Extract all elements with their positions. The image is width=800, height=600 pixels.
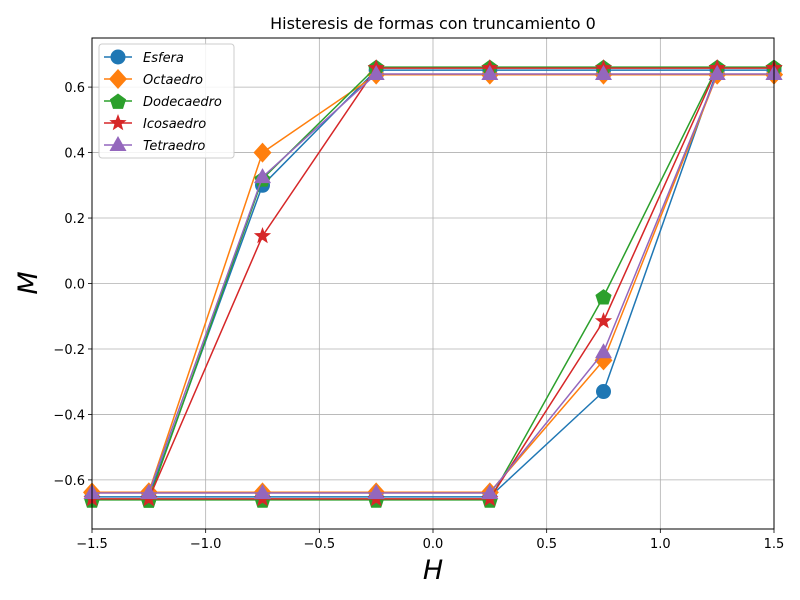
legend: Esfera Octaedro Dodecaedro Icosaedro Tetraed… — [98, 43, 235, 159]
x-axis-label: H — [423, 555, 443, 586]
y-tick-label: −0.2 — [53, 343, 85, 358]
y-tick-label: 0.0 — [64, 278, 85, 293]
legend-marker — [109, 136, 127, 151]
x-tick-label: −0.5 — [304, 537, 336, 552]
data-point — [481, 483, 499, 499]
x-tick-label: 0.0 — [423, 537, 444, 552]
data-point — [595, 289, 612, 305]
y-tick-label: −0.6 — [53, 474, 85, 489]
legend-marker — [109, 69, 127, 89]
data-point — [596, 384, 611, 400]
chart-title: Histeresis de formas con truncamiento 0 — [270, 14, 596, 33]
series-line — [92, 66, 774, 501]
data-point — [367, 65, 385, 81]
data-point — [594, 312, 613, 329]
legend-marker — [109, 114, 127, 131]
x-tick-label: 1.5 — [764, 537, 785, 552]
data-point — [254, 483, 271, 499]
data-point — [253, 142, 272, 163]
series-line — [92, 73, 774, 494]
legend-marker — [109, 93, 127, 109]
data-point — [367, 483, 385, 499]
data-point — [253, 227, 272, 244]
grid — [91, 38, 775, 529]
legend-label: Dodecaedro — [143, 95, 222, 110]
x-tick-label: −1.5 — [76, 537, 108, 552]
series-line — [92, 69, 774, 498]
y-tick-label: 0.4 — [64, 147, 85, 162]
x-tick-label: −1.0 — [190, 537, 222, 552]
x-tick-label: 1.0 — [650, 537, 671, 552]
legend-label: Octaedro — [143, 73, 203, 88]
legend-label: Icosaedro — [143, 117, 206, 132]
y-tick-label: −0.4 — [53, 408, 85, 423]
data-point — [140, 483, 158, 499]
legend-label: Tetraedro — [143, 139, 205, 154]
legend-box — [98, 43, 235, 159]
data-point — [254, 168, 271, 184]
data-point — [595, 65, 612, 81]
data-point — [481, 65, 499, 81]
axis-ticks: −1.5 −1.0 −0.5 0.0 0.5 1.0 1.5 −0.6 −0.4 −0.2 0.0 0… — [53, 81, 784, 552]
series-line — [92, 67, 774, 500]
legend-marker — [110, 49, 126, 65]
data-point — [708, 65, 726, 81]
y-tick-label: 0.6 — [64, 81, 85, 96]
legend-label: Esfera — [143, 51, 184, 66]
data-point — [595, 343, 612, 359]
x-tick-label: 0.5 — [536, 537, 557, 552]
y-tick-label: 0.2 — [64, 212, 85, 227]
y-axis-label: M — [13, 271, 44, 294]
